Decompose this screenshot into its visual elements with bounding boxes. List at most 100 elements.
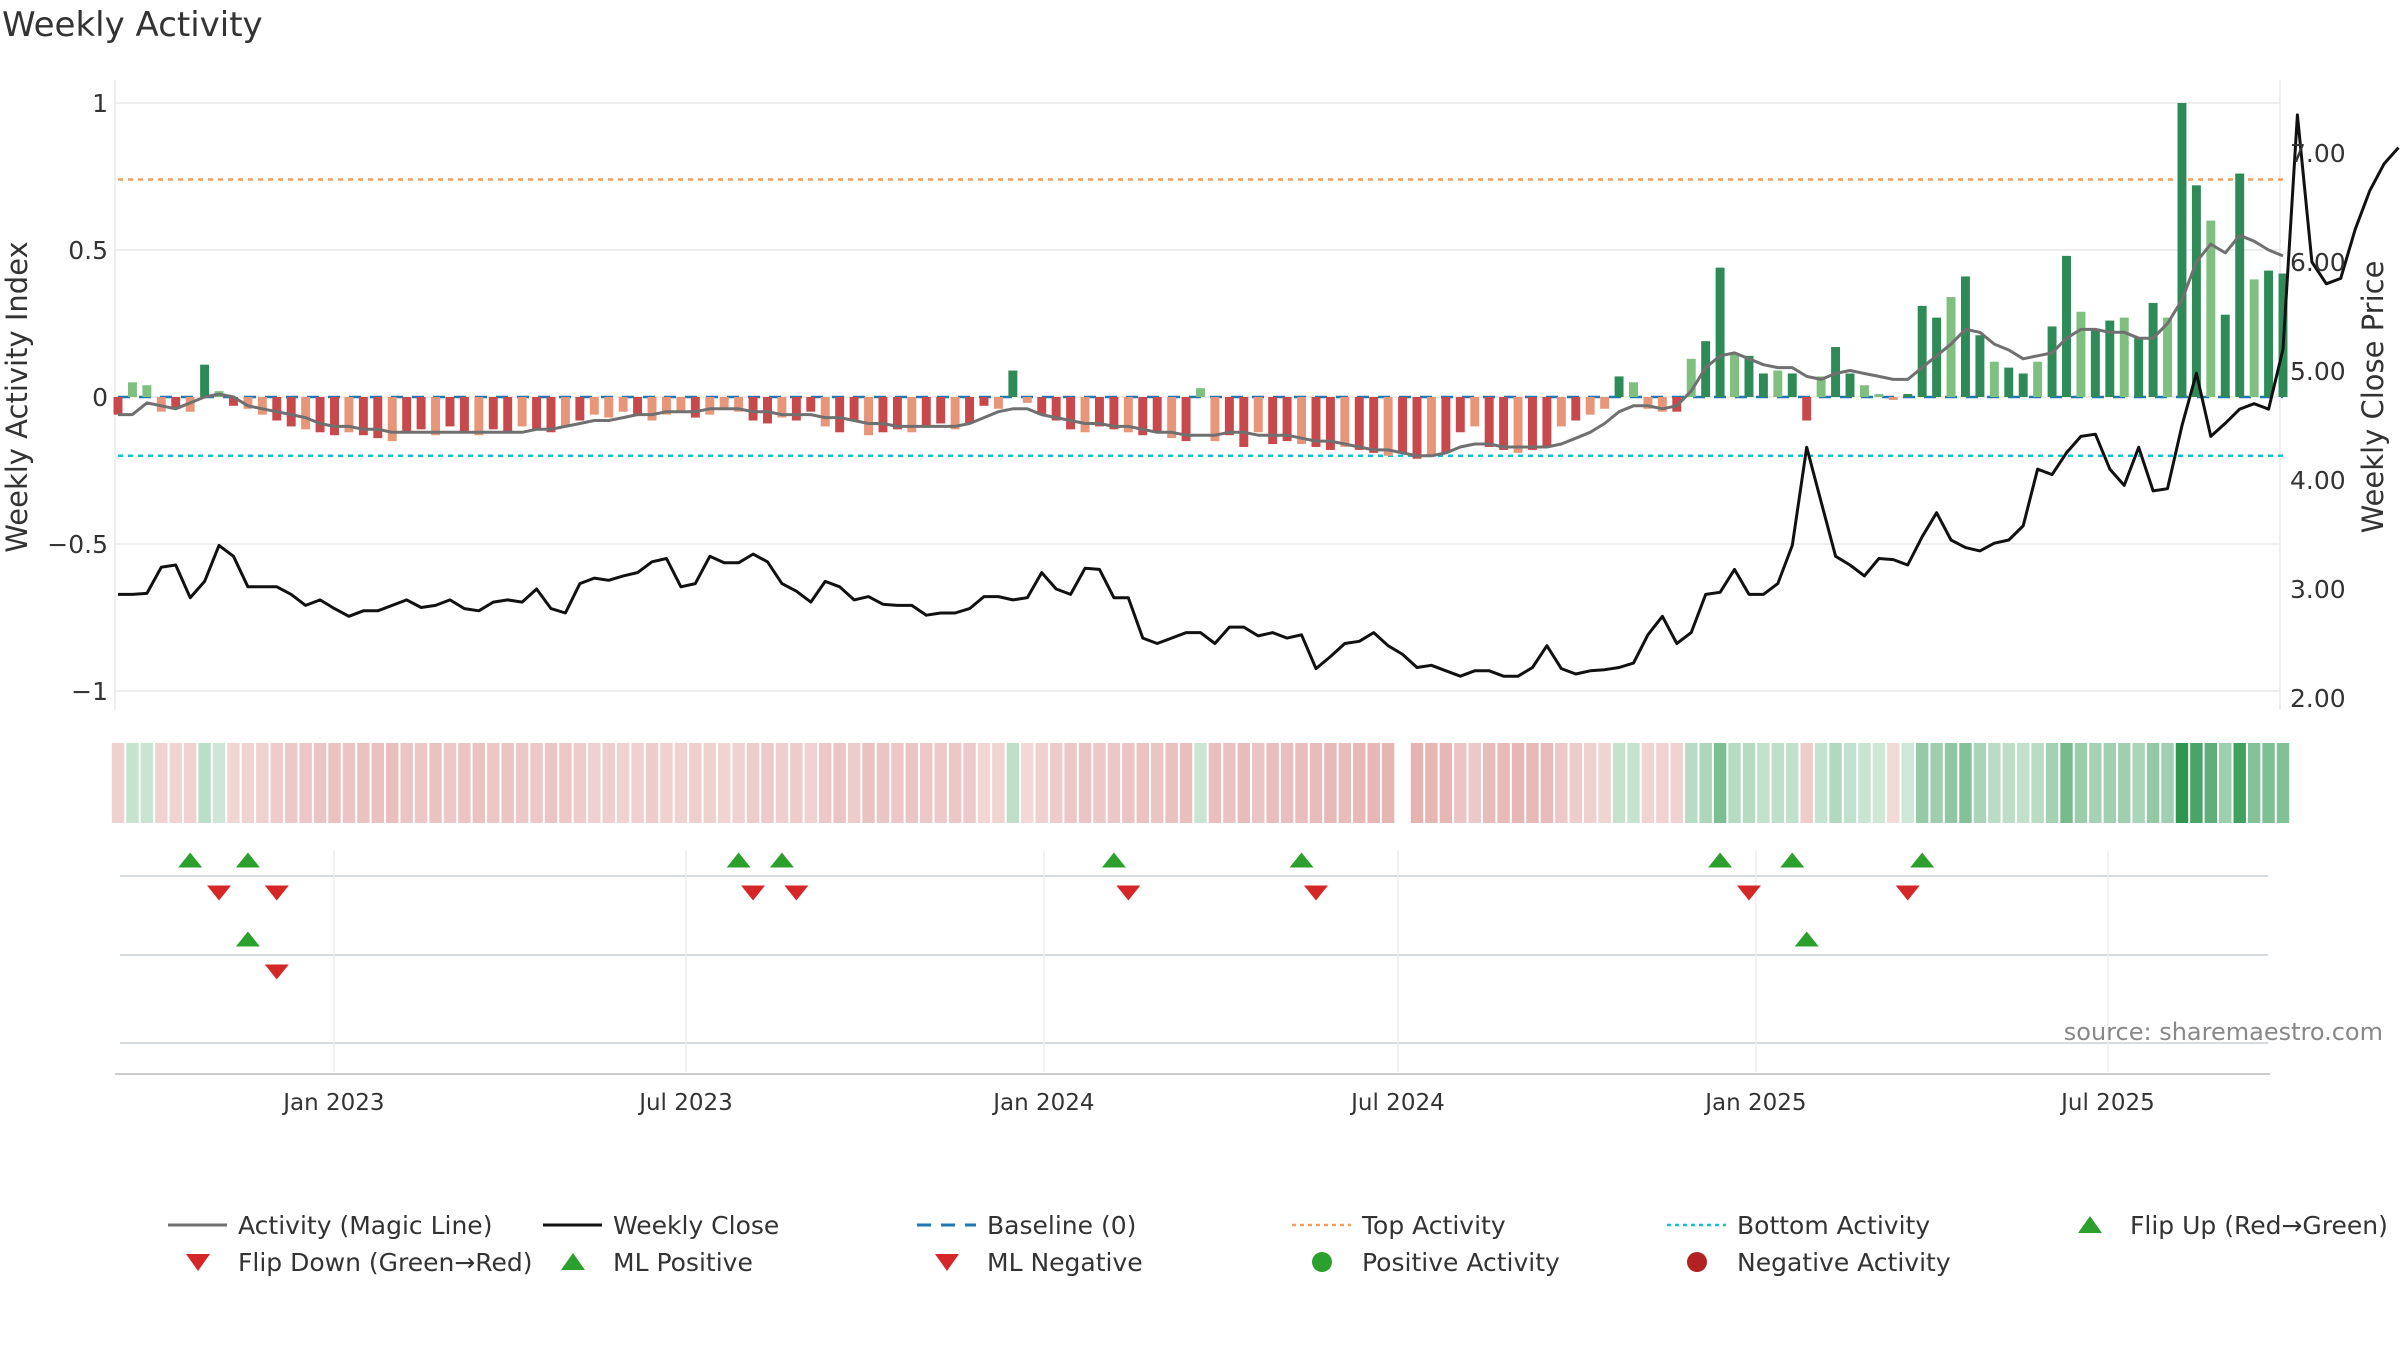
activity-bar — [2090, 329, 2100, 397]
heat-strip-cell — [1006, 743, 1020, 823]
activity-bar — [1340, 397, 1350, 447]
signal-up-marker — [1780, 852, 1805, 868]
activity-bar — [431, 397, 441, 436]
activity-bar — [2177, 103, 2187, 397]
heat-strip-cell — [212, 743, 226, 823]
activity-bar — [1253, 397, 1263, 433]
x-tick-label: Jul 2024 — [1349, 1090, 1445, 1116]
activity-bar — [358, 397, 368, 436]
heat-strip-cell — [1771, 743, 1785, 823]
activity-bar — [2220, 314, 2230, 397]
legend-marker — [1687, 1252, 1707, 1272]
right-axis-label: Weekly Close Price — [2356, 261, 2390, 534]
activity-bar — [243, 397, 253, 409]
legend-label: Flip Down (Green→Red) — [238, 1248, 533, 1277]
activity-bar — [589, 397, 599, 415]
heat-strip-cell — [689, 743, 702, 823]
heat-strip-cell — [2089, 743, 2102, 823]
heat-strip-cell — [1887, 743, 1900, 823]
activity-bar — [633, 397, 643, 415]
activity-bar — [1556, 397, 1566, 427]
heat-strip-cell — [2204, 743, 2218, 823]
right-tick-label: 5.00 — [2290, 357, 2346, 386]
activity-bar — [719, 397, 729, 409]
activity-bar — [2047, 326, 2057, 397]
reference-lines — [118, 178, 2283, 458]
heat-strip-cell — [1179, 743, 1193, 823]
activity-bar — [1196, 388, 1205, 397]
activity-bar — [2033, 361, 2043, 397]
activity-bar — [532, 397, 542, 430]
right-tick-label: 2.00 — [2290, 684, 2346, 713]
signal-up-marker — [1101, 852, 1126, 868]
heat-strip-cell — [1208, 743, 1222, 823]
activity-bar — [705, 397, 715, 415]
heat-strip-cell — [1093, 743, 1106, 823]
activity-bar — [878, 397, 888, 433]
heat-strip-cell — [1381, 743, 1395, 823]
heat-strip-cell — [1194, 743, 1207, 823]
heat-strip-cell — [357, 743, 370, 823]
x-tick-label: Jan 2024 — [991, 1090, 1094, 1116]
heat-strip-cell — [1583, 743, 1597, 823]
activity-bar — [517, 397, 527, 427]
activity-bar — [142, 385, 152, 397]
activity-bar — [965, 397, 975, 424]
activity-bar — [1499, 397, 1509, 450]
activity-bar — [647, 397, 657, 421]
activity-bar — [1859, 385, 1869, 397]
activity-bar — [330, 397, 339, 436]
heat-strip-cell — [1049, 743, 1063, 823]
heat-strip-cell — [2118, 743, 2131, 823]
activity-bar — [777, 397, 787, 418]
heat-strip-cell — [1858, 743, 1871, 823]
heat-strip-cell — [674, 743, 688, 823]
activity-bar — [1585, 397, 1595, 415]
heat-strip-cell — [1757, 743, 1770, 823]
activity-bar — [1744, 355, 1754, 397]
heat-strip-cell — [472, 743, 486, 823]
activity-bar — [2134, 338, 2144, 397]
right-axis-ticks: 7.00 6.00 5.00 4.00 3.00 2.00 — [2290, 139, 2346, 713]
heat-strip-cell — [284, 743, 298, 823]
heat-strip-cell — [342, 743, 356, 823]
heat-strip-cell — [1973, 743, 1987, 823]
activity-bar — [604, 397, 614, 418]
activity-bar — [1903, 394, 1913, 397]
heat-strip-cell — [1901, 743, 1914, 823]
heat-strip-cell — [1569, 743, 1582, 823]
activity-bar — [272, 397, 282, 421]
heat-strip-cell — [920, 743, 933, 823]
activity-bar — [344, 397, 354, 433]
heat-strip-cell — [2132, 743, 2145, 823]
activity-bar — [1152, 397, 1162, 433]
activity-bar — [676, 397, 686, 412]
activity-bar — [864, 397, 874, 436]
heat-strip-cell — [1439, 743, 1453, 823]
heat-strip-cell — [1612, 743, 1626, 823]
heat-strip-cell — [2247, 743, 2261, 823]
activity-bar — [200, 364, 210, 397]
legend-label: Activity (Magic Line) — [238, 1211, 492, 1240]
activity-bar — [1325, 397, 1335, 450]
heat-strip-cell — [1872, 743, 1886, 823]
heat-strip-cell — [1078, 743, 1092, 823]
left-tick-label: 0.5 — [68, 236, 108, 265]
activity-bar — [1513, 397, 1523, 453]
heat-strip-cell — [717, 743, 731, 823]
right-tick-label: 6.00 — [2290, 248, 2346, 277]
heat-strip-cell — [2146, 743, 2160, 823]
left-axis-ticks: 1 0.5 0 −0.5 −1 — [47, 89, 108, 706]
activity-bar — [301, 397, 311, 430]
activity-bar — [1758, 373, 1768, 397]
activity-bar — [849, 397, 859, 421]
heat-strip-cell — [386, 743, 399, 823]
legend-marker — [561, 1253, 585, 1270]
activity-bar — [1874, 394, 1884, 397]
activity-bar — [127, 382, 137, 397]
activity-bar — [1181, 397, 1191, 442]
heat-strip-cell — [1107, 743, 1121, 823]
activity-bar — [2119, 317, 2129, 397]
activity-bar — [748, 397, 758, 421]
heat-strip-cell — [487, 743, 500, 823]
